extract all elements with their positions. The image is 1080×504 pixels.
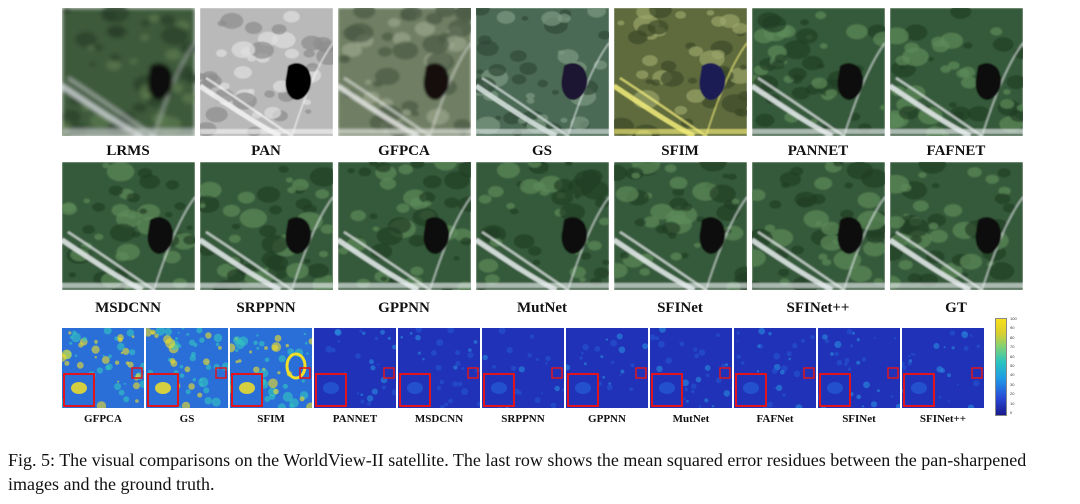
label-row3-gs: GS — [179, 413, 195, 425]
error-colorbar — [995, 318, 1007, 416]
label-row1-lrms: LRMS — [106, 143, 150, 159]
error-map-sfim — [230, 328, 312, 408]
image-tile-row1-gfpca — [338, 8, 471, 136]
label-row3-srppnn: SRPPNN — [501, 413, 545, 425]
figure-caption: Fig. 5: The visual comparisons on the Wo… — [8, 450, 1027, 494]
image-tile-row2-mutnet — [476, 162, 609, 290]
label-row3-mutnet: MutNet — [672, 413, 710, 425]
image-tile-row1-gs — [476, 8, 609, 136]
image-tile-row2-sfinet — [614, 162, 747, 290]
label-row1-fafnet: FAFNET — [926, 143, 986, 159]
error-map-msdcnn — [398, 328, 480, 408]
label-row2-msdcnn: MSDCNN — [95, 300, 161, 316]
colorbar-tick: 90 — [1010, 325, 1015, 331]
label-row1-pannet: PANNET — [787, 143, 849, 159]
label-row2-sfinetplusplus: SFINet++ — [786, 300, 850, 316]
label-row1-gs: GS — [531, 143, 552, 159]
colorbar-tick: 50 — [1010, 363, 1015, 368]
label-row2-mutnet: MutNet — [517, 300, 567, 316]
colorbar-tick: 20 — [1010, 391, 1015, 397]
colorbar-tick: 0 — [1010, 410, 1013, 415]
error-map-mutnet — [650, 328, 732, 408]
error-map-fafnet — [734, 328, 816, 408]
label-row3-pannet: PANNET — [332, 413, 378, 425]
label-row3-fafnet: FAFNet — [756, 413, 794, 425]
error-map-pannet — [314, 328, 396, 408]
colorbar-tick: 10 — [1010, 400, 1015, 406]
error-map-sfinet — [818, 328, 900, 408]
error-map-srppnn — [482, 328, 564, 408]
label-row3-msdcnn: MSDCNN — [414, 413, 464, 425]
label-row2-gt: GT — [945, 300, 967, 316]
colorbar-tick: 60 — [1010, 353, 1015, 359]
label-row2-srppnn: SRPPNN — [236, 300, 296, 316]
error-map-gppnn — [566, 328, 648, 408]
image-tile-row2-msdcnn — [62, 162, 195, 290]
colorbar-tick: 80 — [1010, 334, 1015, 340]
image-tile-row2-srppnn — [200, 162, 333, 290]
image-tile-row1-lrms — [62, 8, 195, 136]
image-tile-row2-sfinetplusplus — [752, 162, 885, 290]
label-row1-gfpca: GFPCA — [378, 143, 430, 159]
label-row1-sfim: SFIM — [661, 143, 699, 159]
error-map-gs — [146, 328, 228, 408]
colorbar-tick: 70 — [1010, 344, 1015, 350]
image-tile-row2-gppnn — [338, 162, 471, 290]
label-row3-sfinetplusplus: SFINet++ — [919, 413, 967, 425]
image-tile-row1-pannet — [752, 8, 885, 136]
colorbar-tick: 30 — [1010, 381, 1015, 387]
error-map-sfinetplusplus — [902, 328, 984, 408]
colorbar-tick: 100 — [1010, 316, 1017, 321]
label-row3-sfinet: SFINet — [842, 413, 876, 425]
label-row1-pan: PAN — [251, 143, 281, 159]
label-row3-sfim: SFIM — [257, 413, 285, 425]
colorbar-tick: 40 — [1010, 372, 1015, 378]
image-tile-row1-fafnet — [890, 8, 1023, 136]
image-tile-row1-pan — [200, 8, 333, 136]
error-map-gfpca — [62, 328, 144, 408]
label-row2-gppnn: GPPNN — [378, 300, 430, 316]
label-row3-gppnn: GPPNN — [588, 413, 626, 425]
label-row3-gfpca: GFPCA — [84, 413, 122, 425]
image-tile-row2-gt — [890, 162, 1023, 290]
label-row2-sfinet: SFINet — [657, 300, 703, 316]
image-tile-row1-sfim — [614, 8, 747, 136]
